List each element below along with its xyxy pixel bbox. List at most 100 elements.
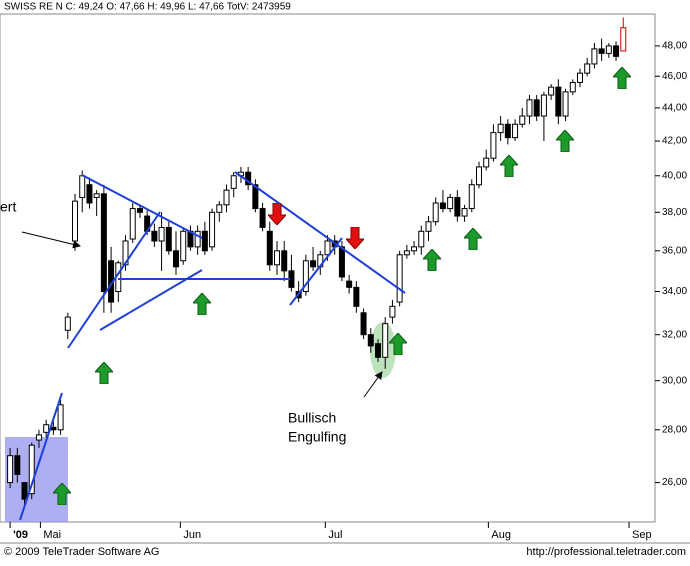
- candle-body: [461, 208, 468, 217]
- trend-line: [99, 269, 203, 331]
- candle-body: [302, 260, 309, 293]
- candle-body: [209, 211, 216, 248]
- candle-body: [360, 312, 367, 336]
- candle-body: [173, 250, 180, 268]
- candle-body: [230, 175, 237, 189]
- trend-line: [67, 211, 161, 349]
- candle-body: [613, 45, 620, 57]
- candle-body: [374, 343, 381, 358]
- candle-body: [93, 193, 100, 198]
- x-tick-label: '09: [13, 529, 28, 541]
- candle-body: [562, 91, 569, 117]
- candle-body: [86, 184, 93, 204]
- y-tick-label: 46,00: [662, 71, 687, 82]
- candle-body: [555, 86, 562, 117]
- candle-body: [14, 455, 21, 475]
- candle-body: [598, 48, 605, 54]
- candle-body: [418, 230, 425, 248]
- annotation: Bullisch: [288, 410, 336, 426]
- candle-body: [122, 240, 129, 266]
- candle-body: [64, 316, 71, 331]
- trend-line: [81, 174, 203, 239]
- candle-body: [519, 115, 526, 125]
- y-tick-label: 48,00: [662, 41, 687, 52]
- annotation-arrow: [21, 231, 81, 249]
- trend-line: [289, 237, 343, 306]
- x-tick-label: Aug: [491, 529, 511, 541]
- candle-body: [281, 250, 288, 272]
- y-tick-label: 28,00: [662, 424, 687, 435]
- y-tick-label: 42,00: [662, 136, 687, 147]
- candle-body: [100, 193, 107, 293]
- candle-body: [28, 444, 35, 495]
- candle-body: [576, 72, 583, 83]
- candle-body: [533, 99, 540, 117]
- candle-body: [324, 240, 331, 256]
- candle-body: [367, 334, 374, 347]
- trend-line: [19, 392, 63, 521]
- candle-body: [274, 250, 281, 266]
- candle-body: [411, 246, 418, 252]
- candle-body: [425, 221, 432, 232]
- candle-body: [165, 226, 172, 252]
- candle-body: [584, 63, 591, 74]
- x-tick-label: Jun: [183, 529, 201, 541]
- y-tick-label: 36,00: [662, 245, 687, 256]
- candle-body: [454, 196, 461, 217]
- candle-body: [526, 99, 533, 117]
- candle-body: [310, 260, 317, 268]
- candle-body: [605, 45, 612, 54]
- candle-body: [483, 157, 490, 168]
- annotation: Engulfing: [288, 429, 346, 445]
- candle-body: [338, 246, 345, 278]
- x-tick-label: Sep: [632, 529, 652, 541]
- x-tick-label: Mai: [43, 529, 61, 541]
- candle-body: [591, 48, 598, 65]
- y-tick-label: 30,00: [662, 375, 687, 386]
- candle-body: [158, 226, 165, 242]
- candle-body: [79, 175, 86, 198]
- candle-body: [548, 86, 555, 96]
- candle-body: [180, 230, 187, 262]
- candle-body: [346, 280, 353, 288]
- candle-body: [497, 123, 504, 134]
- candle-body: [475, 166, 482, 186]
- candle-body: [201, 230, 208, 252]
- candle-body: [223, 189, 230, 206]
- candle-body: [129, 208, 136, 240]
- candle-body: [43, 424, 50, 433]
- candle-body: [512, 123, 519, 139]
- candle-body: [447, 196, 454, 210]
- candle-body: [504, 123, 511, 139]
- x-tick-label: Jul: [328, 529, 342, 541]
- candle-body: [490, 132, 497, 159]
- candle-body: [620, 27, 627, 52]
- highlight-box: [5, 437, 68, 522]
- trend-lines: [19, 171, 406, 521]
- candle-body: [194, 230, 201, 248]
- chart-title: SWISS RE N C: 49,24 O: 47,66 H: 49,96 L:…: [4, 2, 291, 13]
- annotation-arrow: [363, 371, 383, 398]
- candle-body: [432, 202, 439, 223]
- y-tick-label: 44,00: [662, 103, 687, 114]
- candle-body: [439, 202, 446, 210]
- candle-body: [468, 184, 475, 210]
- footer-right: http://professional.teletrader.com: [526, 546, 686, 558]
- candle-body: [353, 286, 360, 307]
- y-tick-label: 38,00: [662, 207, 687, 218]
- candle-body: [252, 184, 259, 210]
- candle-body: [136, 208, 143, 213]
- candle-body: [216, 204, 223, 213]
- candle-body: [50, 426, 57, 431]
- candle-body: [396, 254, 403, 303]
- annotation: ert: [0, 199, 16, 215]
- candle-body: [382, 323, 389, 358]
- candles: [7, 17, 627, 505]
- candle-body: [389, 305, 396, 318]
- candle-body: [403, 250, 410, 256]
- candle-body: [151, 230, 158, 242]
- candle-body: [569, 81, 576, 93]
- y-tick-label: 34,00: [662, 286, 687, 297]
- candle-body: [21, 482, 28, 500]
